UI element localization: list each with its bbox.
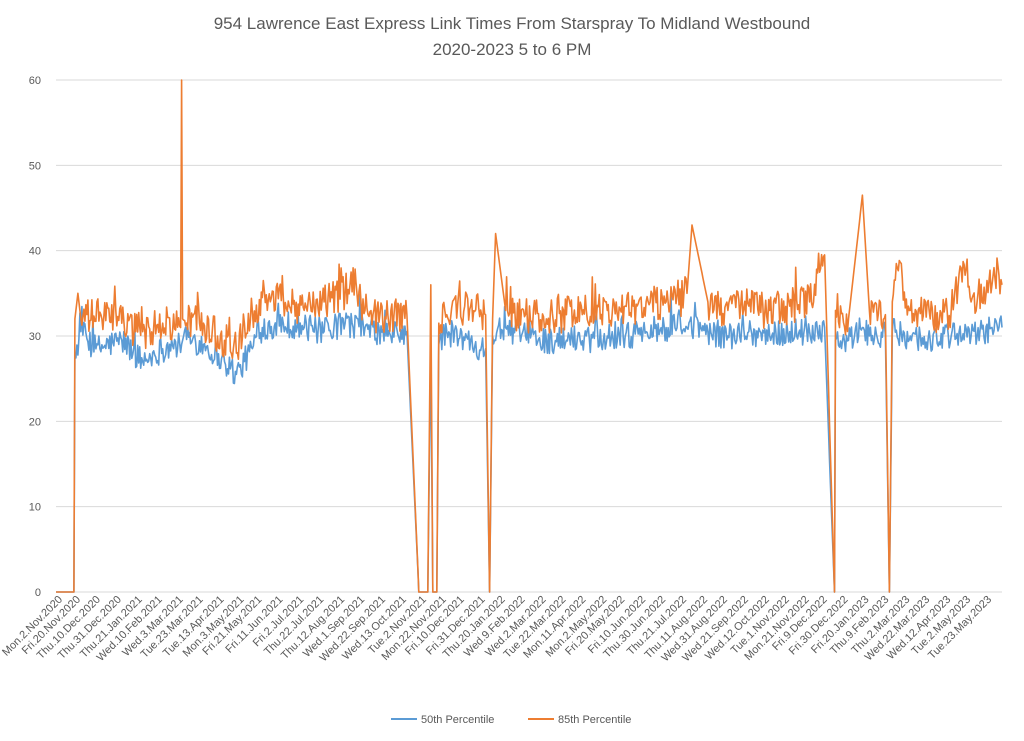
legend: 50th Percentile 85th Percentile (391, 714, 631, 726)
legend-label-85th: 85th Percentile (558, 714, 631, 726)
series-line-85th (56, 79, 1003, 593)
y-tick-label: 0 (35, 587, 41, 599)
y-tick-label: 30 (29, 331, 41, 343)
legend-label-50th: 50th Percentile (421, 714, 494, 726)
y-tick-label: 10 (29, 502, 41, 514)
y-tick-label: 40 (29, 246, 41, 258)
series-line-50th (56, 292, 1003, 593)
x-axis-ticks: Mon.2.Nov.2020Fri.20.Nov.2020Thu.10.Dec.… (0, 594, 994, 665)
gridlines (56, 79, 1002, 593)
y-tick-label: 60 (29, 75, 41, 87)
chart-subtitle: 2020-2023 5 to 6 PM (433, 40, 592, 59)
chart-title: 954 Lawrence East Express Link Times Fro… (214, 14, 811, 33)
series-lines (56, 79, 1003, 593)
y-tick-label: 50 (29, 160, 41, 172)
y-tick-label: 20 (29, 416, 41, 428)
y-axis-ticks: 0 10 20 30 40 50 60 (29, 75, 41, 599)
